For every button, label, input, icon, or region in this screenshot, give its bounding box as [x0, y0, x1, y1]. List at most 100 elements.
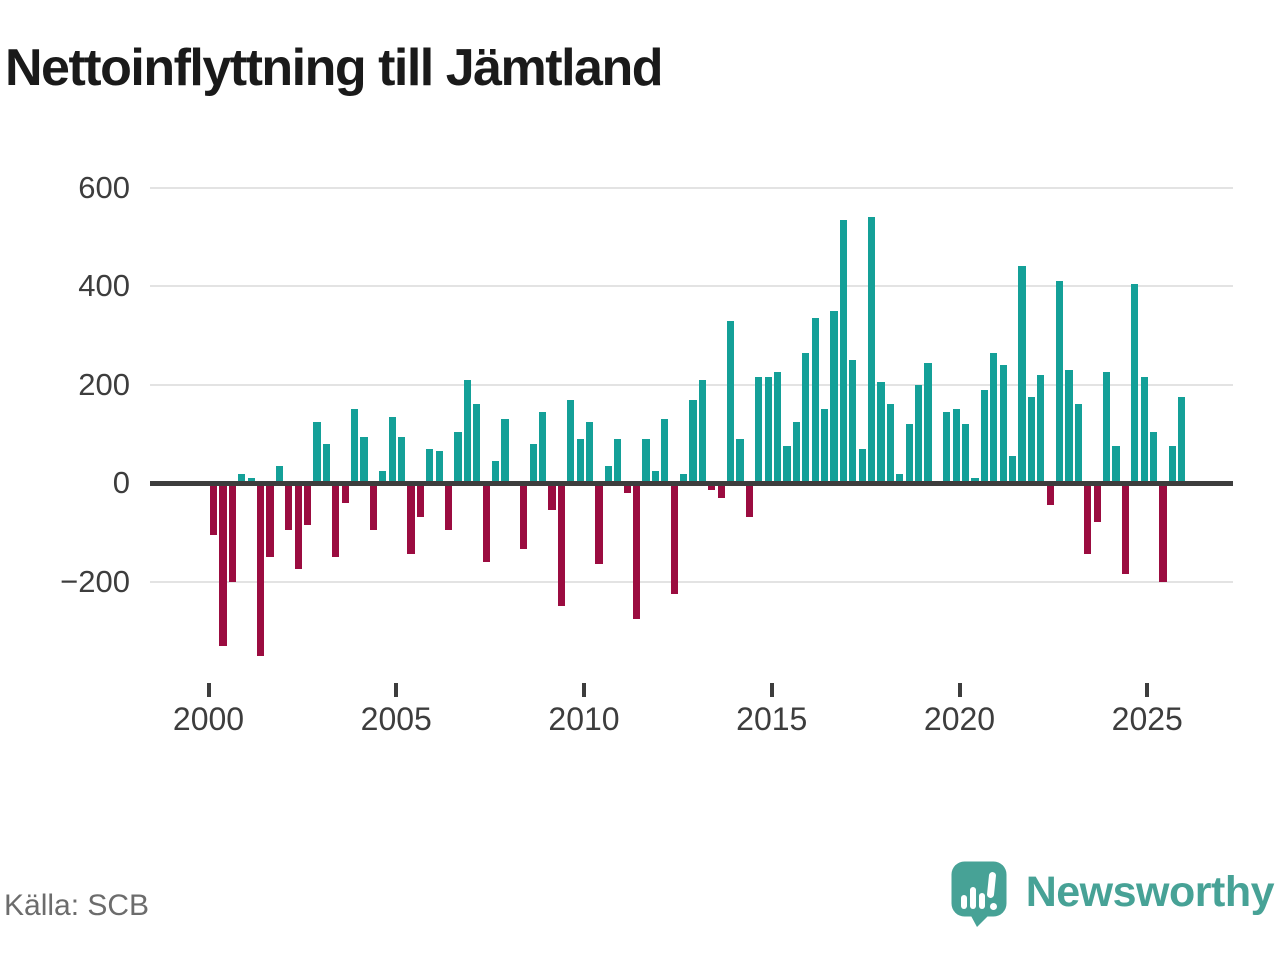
bar-2019Q4	[952, 409, 960, 484]
bar-2011Q4	[651, 471, 659, 484]
bar-2003Q4	[351, 409, 359, 484]
x-tick-2015	[769, 683, 774, 697]
bar-2006Q3	[454, 431, 462, 484]
bar-2023Q1	[1074, 404, 1082, 484]
bar-2021Q2	[1009, 456, 1017, 484]
bar-2013Q4	[727, 320, 735, 484]
bar-2000Q2	[219, 485, 227, 646]
bar-2004Q2	[369, 485, 377, 530]
bar-2009Q1	[548, 485, 556, 511]
bar-2013Q3	[717, 485, 725, 498]
bar-2014Q3	[755, 377, 763, 484]
bar-2019Q3	[943, 411, 951, 484]
gridline-−200	[150, 581, 1233, 584]
bar-2006Q2	[445, 485, 453, 530]
bar-2015Q2	[783, 446, 791, 484]
bar-2021Q4	[1027, 397, 1035, 484]
bar-2025Q3	[1168, 446, 1176, 484]
bar-2013Q2	[708, 485, 716, 491]
bar-2009Q2	[557, 485, 565, 607]
bar-2008Q3	[529, 443, 537, 484]
bar-2017Q3	[868, 217, 876, 484]
bar-2001Q3	[266, 485, 274, 557]
chart-title: Nettoinflyttning till Jämtland	[5, 39, 663, 97]
bar-2002Q3	[304, 485, 312, 525]
bar-2015Q1	[774, 372, 782, 484]
bar-2025Q4	[1178, 397, 1186, 484]
bar-2022Q1	[1037, 374, 1045, 484]
x-axis-label-2020: 2020	[923, 701, 996, 737]
bar-2016Q3	[830, 310, 838, 484]
bar-2020Q1	[962, 424, 970, 484]
bar-2009Q4	[576, 439, 584, 484]
x-axis-zero-line	[150, 480, 1233, 486]
bar-2022Q3	[1056, 281, 1064, 484]
bar-2006Q4	[463, 379, 471, 484]
bar-2001Q2	[257, 485, 265, 656]
source-note: Källa: SCB	[4, 889, 150, 922]
bar-2010Q1	[586, 421, 594, 484]
gridline-400	[150, 285, 1233, 288]
bar-2007Q2	[482, 485, 490, 562]
brand-name: Newsworthy	[1025, 868, 1275, 916]
y-axis-label-0: 0	[112, 465, 130, 501]
x-axis-label-2005: 2005	[360, 701, 432, 737]
x-tick-2005	[394, 683, 399, 697]
y-axis-label-600: 600	[78, 169, 130, 205]
bar-2012Q4	[689, 399, 697, 484]
bar-2014Q2	[745, 485, 753, 518]
gridline-200	[150, 383, 1233, 386]
bar-2000Q4	[238, 473, 246, 484]
x-axis-label-2025: 2025	[1111, 701, 1183, 737]
bar-2011Q1	[623, 485, 631, 493]
y-axis-label-200: 200	[78, 366, 130, 402]
y-axis-label-−200: −200	[60, 564, 130, 600]
bar-2005Q3	[416, 485, 424, 518]
bar-2015Q4	[802, 352, 810, 484]
bar-2011Q3	[642, 439, 650, 484]
x-axis-label-2015: 2015	[736, 701, 808, 737]
bar-2003Q3	[341, 485, 349, 503]
bar-2016Q1	[811, 318, 819, 484]
bar-2022Q2	[1046, 485, 1054, 506]
bar-2018Q2	[896, 473, 904, 484]
bar-2000Q1	[210, 485, 218, 535]
bar-2013Q1	[698, 379, 706, 484]
bar-2011Q2	[633, 485, 641, 619]
bar-2015Q3	[792, 421, 800, 484]
bar-2010Q3	[604, 466, 612, 484]
gridline-600	[150, 186, 1233, 189]
x-tick-2025	[1145, 683, 1150, 697]
bar-2025Q2	[1159, 485, 1167, 582]
bar-2022Q4	[1065, 369, 1073, 484]
bar-2017Q1	[849, 360, 857, 484]
bar-2023Q4	[1103, 372, 1111, 484]
x-tick-2000	[206, 683, 211, 697]
bar-2004Q1	[360, 436, 368, 484]
bar-2021Q1	[999, 365, 1007, 484]
bar-2010Q4	[614, 439, 622, 484]
bar-2008Q4	[539, 411, 547, 484]
bar-2000Q3	[228, 485, 236, 582]
bar-2007Q1	[473, 404, 481, 484]
bar-2024Q4	[1140, 377, 1148, 484]
bar-2003Q2	[332, 485, 340, 557]
x-axis-label-2000: 2000	[172, 701, 245, 737]
bar-2005Q4	[426, 448, 434, 484]
bar-2018Q4	[915, 384, 923, 484]
bar-2004Q4	[388, 416, 396, 484]
bar-2008Q2	[520, 485, 528, 550]
bar-2009Q3	[567, 399, 575, 484]
bar-2017Q4	[877, 382, 885, 484]
bar-2024Q2	[1121, 485, 1129, 575]
bar-2010Q2	[595, 485, 603, 565]
bar-2020Q3	[980, 389, 988, 484]
x-axis-label-2010: 2010	[548, 701, 620, 737]
bar-2002Q1	[285, 485, 293, 530]
bar-2024Q1	[1112, 446, 1120, 484]
newsworthy-brand: Newsworthy	[950, 860, 1275, 933]
bar-2017Q2	[858, 448, 866, 484]
bar-2002Q2	[294, 485, 302, 570]
bar-2002Q4	[313, 421, 321, 484]
newsworthy-logo-icon	[950, 860, 1008, 933]
